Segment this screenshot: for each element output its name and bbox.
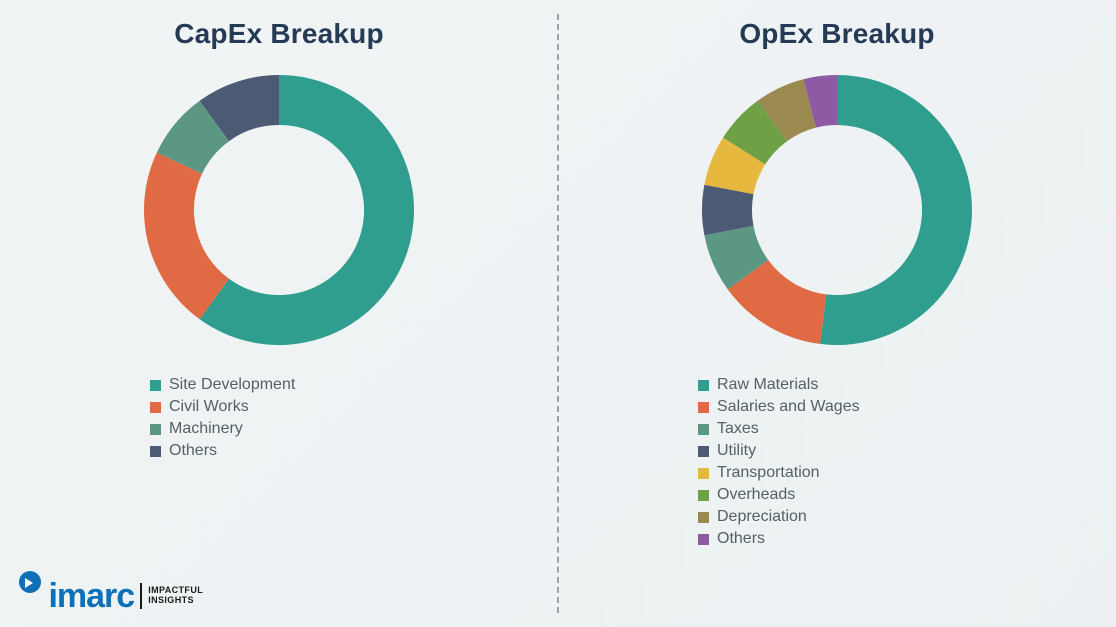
opex-legend-swatch-1 — [698, 402, 709, 413]
opex-legend-label-3: Utility — [717, 442, 756, 460]
opex-panel: OpEx Breakup Raw Materials Salaries and W… — [558, 0, 1116, 627]
opex-legend-label-6: Depreciation — [717, 508, 807, 526]
opex-legend-label-5: Overheads — [717, 486, 795, 504]
opex-legend-swatch-7 — [698, 534, 709, 545]
opex-slice-0 — [820, 75, 972, 345]
opex-legend: Raw Materials Salaries and Wages Taxes Util… — [698, 372, 860, 552]
capex-donut-svg — [129, 60, 429, 360]
opex-legend-swatch-2 — [698, 424, 709, 435]
capex-legend-label-1: Civil Works — [169, 398, 249, 416]
capex-legend-swatch-3 — [150, 446, 161, 457]
opex-legend-item-7: Others — [698, 530, 860, 548]
vertical-divider — [557, 14, 559, 613]
opex-legend-swatch-5 — [698, 490, 709, 501]
opex-legend-item-2: Taxes — [698, 420, 860, 438]
capex-legend-label-3: Others — [169, 442, 217, 460]
opex-legend-item-3: Utility — [698, 442, 860, 460]
opex-donut — [687, 60, 987, 360]
opex-legend-item-0: Raw Materials — [698, 376, 860, 394]
logo-separator — [140, 583, 142, 609]
opex-legend-item-6: Depreciation — [698, 508, 860, 526]
capex-title: CapEx Breakup — [174, 18, 384, 50]
capex-legend-item-1: Civil Works — [150, 398, 295, 416]
logo-tagline: IMPACTFULINSIGHTS — [148, 586, 203, 606]
opex-legend-item-4: Transportation — [698, 464, 860, 482]
capex-panel: CapEx Breakup Site Development Civil Work… — [0, 0, 558, 627]
opex-legend-label-4: Transportation — [717, 464, 820, 482]
opex-legend-swatch-0 — [698, 380, 709, 391]
opex-donut-svg — [687, 60, 987, 360]
capex-legend-label-0: Site Development — [169, 376, 295, 394]
brand-logo: imarc IMPACTFULINSIGHTS — [22, 579, 203, 613]
opex-legend-item-1: Salaries and Wages — [698, 398, 860, 416]
capex-legend-swatch-0 — [150, 380, 161, 391]
capex-legend-item-2: Machinery — [150, 420, 295, 438]
opex-legend-swatch-6 — [698, 512, 709, 523]
opex-legend-swatch-4 — [698, 468, 709, 479]
capex-legend-swatch-2 — [150, 424, 161, 435]
capex-legend-swatch-1 — [150, 402, 161, 413]
logo-wordmark: imarc — [48, 577, 134, 615]
page-root: CapEx Breakup Site Development Civil Work… — [0, 0, 1116, 627]
logo-play-icon — [19, 571, 41, 593]
capex-legend-item-0: Site Development — [150, 376, 295, 394]
capex-slice-1 — [144, 153, 229, 320]
opex-legend-label-1: Salaries and Wages — [717, 398, 860, 416]
opex-legend-label-7: Others — [717, 530, 765, 548]
capex-legend-item-3: Others — [150, 442, 295, 460]
capex-legend: Site Development Civil Works Machinery Othe… — [150, 372, 295, 464]
opex-legend-swatch-3 — [698, 446, 709, 457]
opex-legend-item-5: Overheads — [698, 486, 860, 504]
opex-legend-label-2: Taxes — [717, 420, 759, 438]
capex-donut — [129, 60, 429, 360]
capex-legend-label-2: Machinery — [169, 420, 243, 438]
opex-title: OpEx Breakup — [739, 18, 934, 50]
opex-legend-label-0: Raw Materials — [717, 376, 818, 394]
